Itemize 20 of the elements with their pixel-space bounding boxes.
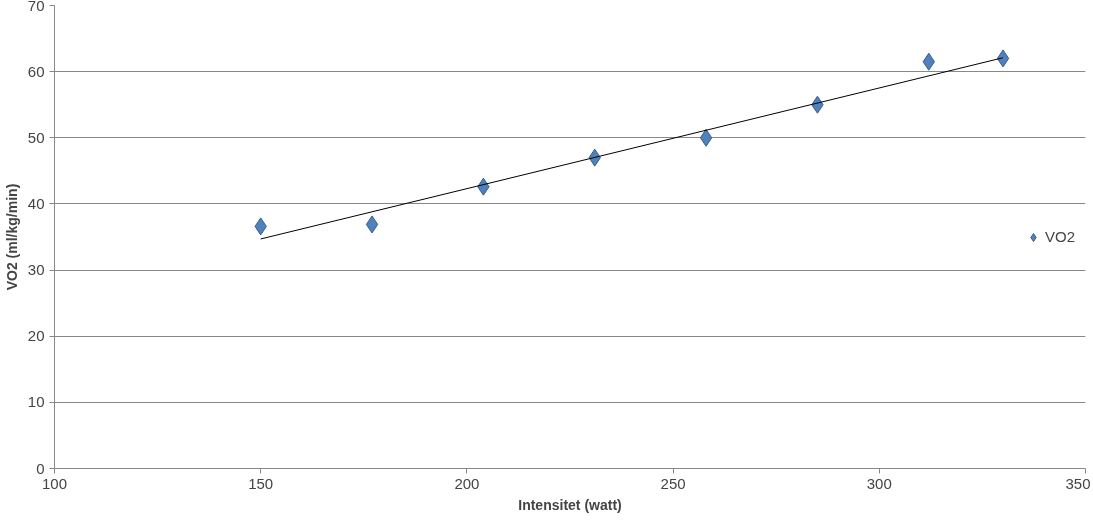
x-axis-title: Intensitet (watt) (518, 496, 622, 513)
y-tick-label: 40 (27, 194, 45, 212)
x-tick-label: 350 (1065, 474, 1091, 492)
x-tick-label: 200 (454, 474, 480, 492)
y-tick-label: 60 (27, 62, 45, 80)
y-tick-label: 10 (27, 393, 45, 411)
y-tick-label: 0 (36, 459, 45, 477)
y-axis-title: VO2 (ml/kg/min) (3, 183, 20, 291)
x-tick-label: 150 (248, 474, 274, 492)
y-tick-label: 20 (27, 327, 45, 345)
legend-label: VO2 (1044, 228, 1075, 245)
x-tick-label: 100 (41, 474, 68, 492)
y-tick-label: 50 (27, 128, 45, 146)
point (699, 128, 713, 147)
x-tick-label: 300 (866, 474, 892, 492)
point (365, 215, 379, 234)
point (996, 49, 1010, 68)
y-tick-label: 30 (27, 261, 45, 279)
y-tick-label: 70 (27, 0, 45, 14)
x-tick-label: 250 (660, 474, 686, 492)
